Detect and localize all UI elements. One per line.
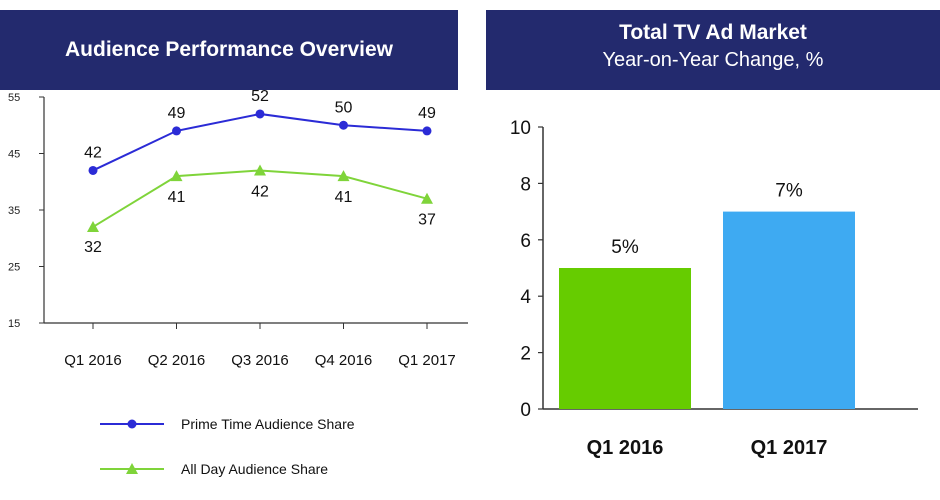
data-label: 50 bbox=[335, 99, 353, 116]
y-tick-label: 25 bbox=[8, 262, 20, 274]
data-label: 7% bbox=[775, 181, 803, 202]
y-tick-label: 4 bbox=[520, 287, 531, 308]
data-point-marker bbox=[339, 120, 348, 130]
right-chart-title: Total TV Ad Market bbox=[619, 21, 807, 44]
y-tick-label: 55 bbox=[8, 92, 20, 104]
y-tick-label: 8 bbox=[520, 174, 531, 195]
x-tick-label: Q2 2016 bbox=[148, 352, 206, 369]
data-point-marker bbox=[422, 126, 432, 136]
left-chart-banner: Audience Performance Overview bbox=[0, 10, 458, 90]
y-tick-label: 6 bbox=[520, 231, 531, 252]
data-point-marker bbox=[337, 170, 350, 182]
legend-marker bbox=[126, 463, 138, 474]
bar bbox=[559, 268, 691, 409]
x-tick-label: Q1 2017 bbox=[751, 437, 828, 459]
data-label: 41 bbox=[335, 189, 353, 206]
audience-line-chart: 15 25 35 45 55 Q1 2016 Q2 2016 Q3 2016 Q4 2016 Q1… bbox=[8, 88, 468, 477]
data-point-marker bbox=[88, 165, 98, 175]
legend-label: All Day Audience Share bbox=[181, 461, 328, 477]
data-label: 37 bbox=[418, 212, 436, 229]
data-label: 41 bbox=[168, 189, 186, 206]
data-label: 49 bbox=[418, 105, 436, 122]
legend-marker bbox=[127, 419, 137, 429]
data-point-marker bbox=[254, 164, 266, 176]
data-point-marker bbox=[170, 170, 183, 182]
y-tick-label: 15 bbox=[8, 318, 20, 330]
right-chart-subtitle: Year-on-Year Change, % bbox=[602, 49, 824, 71]
data-label: 42 bbox=[251, 183, 269, 200]
data-label: 32 bbox=[84, 239, 102, 256]
x-tick-label: Q3 2016 bbox=[231, 352, 289, 369]
data-point-marker bbox=[87, 220, 99, 232]
y-tick-label: 35 bbox=[8, 205, 20, 217]
y-tick-label: 45 bbox=[8, 149, 20, 161]
x-tick-label: Q4 2016 bbox=[315, 352, 373, 369]
y-tick-label: 2 bbox=[520, 344, 531, 365]
data-label: 42 bbox=[84, 144, 102, 161]
bar bbox=[723, 211, 855, 409]
data-label: 52 bbox=[251, 88, 269, 105]
legend-label: Prime Time Audience Share bbox=[181, 416, 355, 432]
y-tick-label: 0 bbox=[520, 400, 531, 421]
data-label: 5% bbox=[611, 237, 639, 258]
y-tick-label: 10 bbox=[510, 118, 531, 139]
x-tick-label: Q1 2017 bbox=[398, 352, 456, 369]
data-point-marker bbox=[255, 109, 265, 119]
data-label: 49 bbox=[168, 105, 186, 122]
right-chart-banner: Total TV Ad Market Year-on-Year Change, … bbox=[486, 10, 940, 90]
data-point-marker bbox=[172, 126, 181, 136]
data-point-marker bbox=[421, 192, 433, 204]
left-chart-title: Audience Performance Overview bbox=[65, 38, 393, 61]
x-tick-label: Q1 2016 bbox=[64, 352, 122, 369]
x-tick-label: Q1 2016 bbox=[587, 437, 664, 459]
